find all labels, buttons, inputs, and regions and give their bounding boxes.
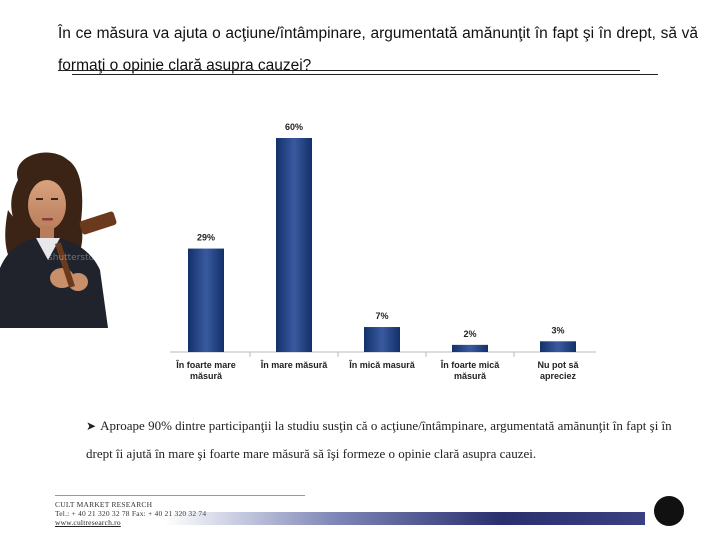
- category-label-3: În foarte mică măsură: [440, 359, 501, 381]
- footer-gradient-bar: [165, 512, 645, 525]
- svg-text:shutterstock: shutterstock: [48, 253, 105, 263]
- data-label-2: 7%: [375, 311, 388, 321]
- bar-chart: 29% În foarte mare măsură 60% În mare măsură…: [170, 122, 596, 381]
- title-underline-secondary: [72, 74, 658, 75]
- footer: CULT MARKET RESEARCH Tel.: + 40 21 320 3…: [55, 500, 206, 527]
- title-underline: [58, 70, 640, 71]
- bar-1: [276, 138, 312, 352]
- footer-divider: [55, 495, 305, 496]
- conclusion-bullet: ➤ Aproape 90% dintre participanţii la stu…: [86, 412, 676, 468]
- question-title: În ce măsura va ajuta o acţiune/întâmpin…: [58, 25, 698, 74]
- conclusion-text: Aproape 90% dintre participanţii la stud…: [86, 418, 672, 461]
- category-label-4: Nu pot să apreciez: [537, 360, 579, 381]
- footer-website-link[interactable]: www.cultresearch.ro: [55, 518, 121, 527]
- category-label-0: În foarte mare măsură: [175, 359, 236, 381]
- woman-with-gavel-photo: shutterstock: [0, 152, 117, 328]
- arrow-bullet-icon: ➤: [86, 419, 97, 433]
- bar-0: [188, 248, 224, 352]
- data-label-4: 3%: [551, 325, 564, 335]
- cult-logo-icon: [654, 496, 684, 526]
- category-label-1: În mare măsură: [260, 359, 329, 370]
- data-label-3: 2%: [463, 329, 476, 339]
- data-label-0: 29%: [197, 233, 215, 243]
- category-label-2: În mică masură: [348, 359, 416, 370]
- bar-4: [540, 341, 576, 352]
- footer-company: CULT MARKET RESEARCH: [55, 500, 153, 509]
- footer-contact: Tel.: + 40 21 320 32 78 Fax: + 40 21 320…: [55, 509, 207, 518]
- bar-3: [452, 344, 488, 352]
- bar-2: [364, 327, 400, 352]
- data-label-1: 60%: [285, 122, 303, 132]
